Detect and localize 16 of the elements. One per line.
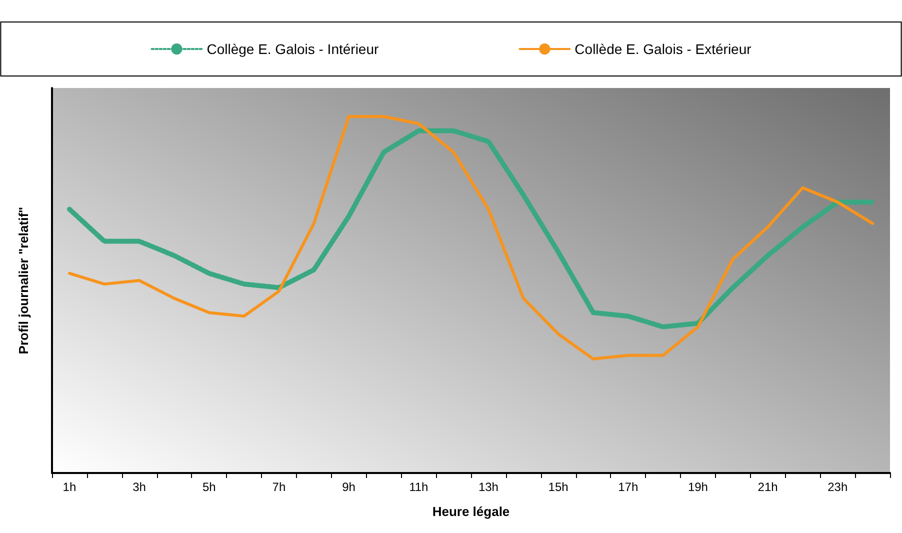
x-tick-label: 21h: [758, 480, 778, 494]
x-tick-label: 19h: [688, 480, 708, 494]
x-tick-label: 5h: [202, 480, 216, 494]
x-axis-title: Heure légale: [432, 504, 510, 519]
y-axis-title: Profil journalier "relatif": [16, 206, 31, 354]
x-tick-label: 3h: [132, 480, 146, 494]
x-tick-label: 11h: [409, 480, 428, 494]
legend-label: Collège E. Galois - Intérieur: [206, 41, 380, 57]
legend-label: Collède E. Galois - Extérieur: [574, 41, 752, 57]
x-tick-label: 17h: [618, 480, 638, 494]
x-tick-label: 1h: [62, 480, 76, 494]
x-tick-label: 15h: [548, 480, 568, 494]
x-tick-label: 7h: [272, 480, 286, 494]
x-tick-label: 13h: [478, 480, 498, 494]
x-tick-label: 9h: [342, 480, 356, 494]
x-tick-label: 23h: [828, 480, 848, 494]
